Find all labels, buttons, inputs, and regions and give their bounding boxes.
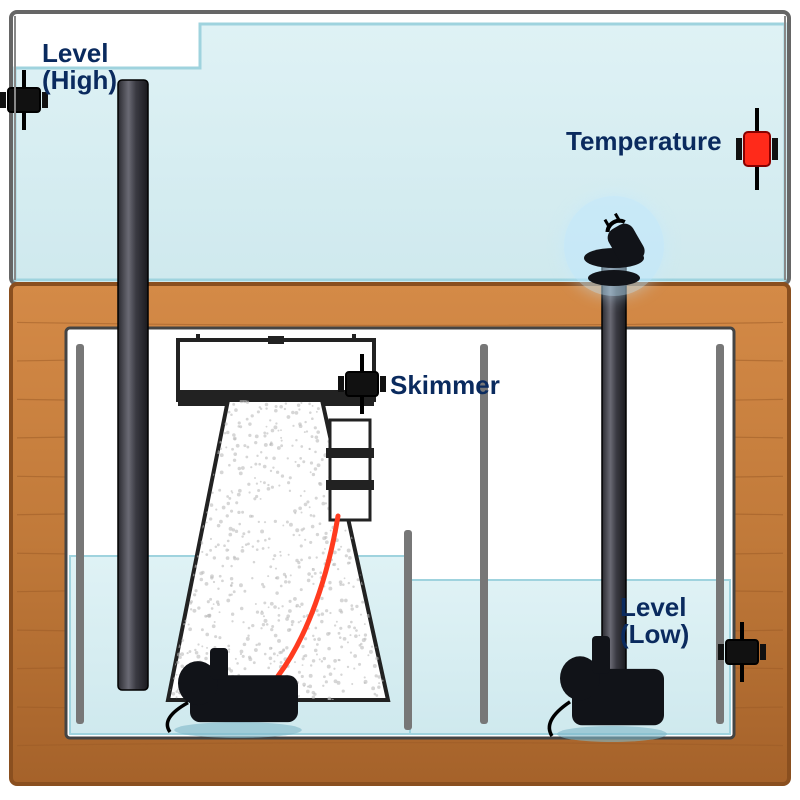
level-high-line1: Level xyxy=(42,38,109,68)
overflow-pipe xyxy=(118,80,148,690)
level-low-line1: Level xyxy=(620,592,687,622)
temperature-sensor xyxy=(744,132,770,166)
skimmer-label: Skimmer xyxy=(390,370,500,401)
level-low-label: Level (Low) xyxy=(620,594,689,649)
aquarium-sump-diagram: Level (High) Temperature Skimmer Level (… xyxy=(0,0,800,800)
level-low-line2: (Low) xyxy=(620,619,689,649)
level-high-line2: (High) xyxy=(42,65,117,95)
level-high-label: Level (High) xyxy=(42,40,117,95)
temperature-label: Temperature xyxy=(566,126,722,157)
